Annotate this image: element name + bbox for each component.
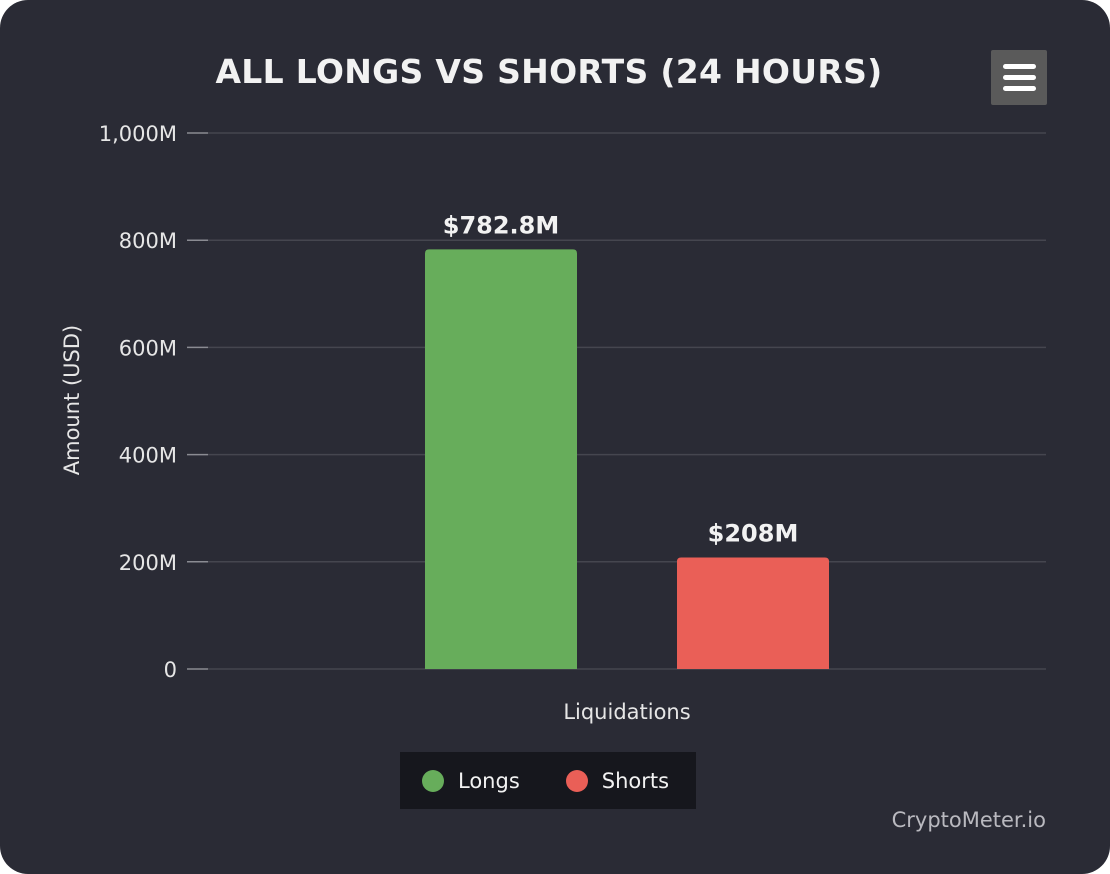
credit-link[interactable]: CryptoMeter.io	[891, 808, 1046, 832]
legend-label-shorts: Shorts	[601, 768, 670, 793]
y-tick-label-0: 0	[164, 658, 177, 682]
y-tick-label-5: 1,000M	[99, 122, 177, 146]
hamburger-menu-icon-line	[1003, 86, 1036, 91]
legend-item-longs[interactable]: Longs	[422, 769, 520, 793]
x-axis-title: Liquidations	[563, 700, 691, 724]
bar-longs[interactable]	[425, 249, 577, 670]
chart-title: ALL LONGS VS SHORTS (24 HOURS)	[215, 52, 883, 91]
hamburger-menu-icon	[1003, 64, 1036, 69]
hamburger-menu-icon-line	[1003, 75, 1036, 80]
legend-dot-longs	[422, 769, 444, 792]
legend: Longs Shorts	[400, 752, 696, 809]
y-tick-label-3: 600M	[119, 336, 177, 360]
y-tick-label-2: 400M	[119, 444, 177, 468]
legend-item-shorts[interactable]: Shorts	[565, 768, 670, 793]
chart-menu-button[interactable]	[991, 50, 1047, 105]
legend-label-longs: Longs	[458, 768, 520, 793]
y-tick-label-1: 200M	[119, 551, 177, 575]
y-tick-label-4: 800M	[119, 229, 177, 253]
bar-shorts[interactable]	[677, 557, 829, 669]
legend-dot-shorts	[565, 769, 588, 792]
data-label-shorts: $208M	[708, 520, 799, 548]
data-label-longs: $782.8M	[443, 211, 560, 239]
